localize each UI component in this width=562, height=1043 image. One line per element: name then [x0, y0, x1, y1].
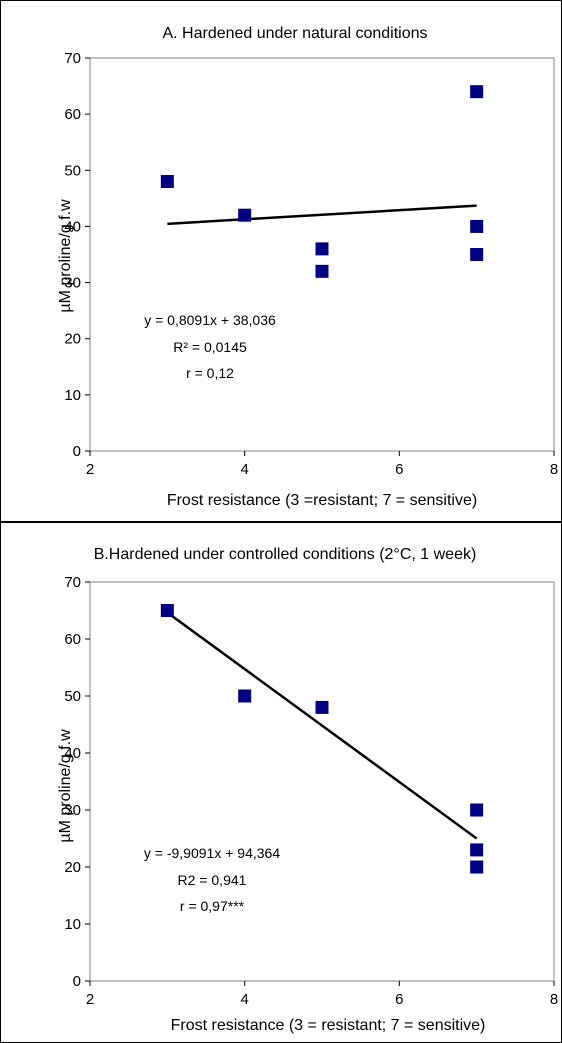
chart-panel-a: A. Hardened under natural conditions 0 10…: [0, 0, 562, 522]
chart-b-marks: [160, 604, 484, 874]
chart-a-x-tick-label: 6: [395, 461, 403, 478]
chart-a-x-ticks: 2 4 6 8: [86, 451, 558, 478]
chart-a-x-label: Frost resistance (3 =resistant; 7 = sens…: [167, 492, 477, 509]
chart-a-data-point: [470, 248, 484, 261]
chart-b-y-tick-label: 20: [64, 859, 81, 876]
chart-a-r-value: r = 0,12: [186, 365, 234, 381]
chart-b-x-tick-label: 6: [395, 991, 403, 1008]
chart-a-y-tick-label: 0: [73, 443, 81, 460]
chart-b-y-tick-label: 50: [64, 688, 81, 705]
chart-a-x-tick-label: 8: [550, 461, 558, 478]
chart-b-r-value: r = 0,97***: [180, 898, 245, 914]
chart-a-y-tick-label: 50: [64, 162, 81, 179]
chart-a-data-point: [470, 85, 484, 99]
chart-b-y-ticks: 0 10 20 30 40 50 60 70: [64, 574, 90, 990]
chart-a-x-tick-label: 2: [86, 461, 94, 478]
chart-a-y-tick-label: 70: [64, 50, 81, 67]
chart-b-plot-area: [89, 581, 555, 982]
chart-b-y-tick-label: 10: [64, 916, 81, 933]
chart-a-data-point: [315, 242, 329, 256]
chart-a-svg: A. Hardened under natural conditions 0 10…: [0, 0, 562, 522]
chart-a-marks: [160, 85, 484, 278]
chart-b-y-tick-label: 40: [64, 745, 81, 762]
chart-b-title: B.Hardened under controlled conditions (…: [94, 546, 477, 563]
chart-a-data-point: [238, 208, 252, 222]
chart-b-trendline: [166, 611, 478, 840]
chart-a-data-point: [160, 175, 174, 189]
chart-b-y-tick-label: 0: [73, 973, 81, 990]
chart-a-trendline: [167, 204, 477, 226]
panel-b-border: [0, 522, 562, 1043]
chart-b-data-point: [470, 803, 484, 817]
chart-b-y-tick-label: 30: [64, 802, 81, 819]
chart-b-r-squared: R2 = 0,941: [178, 872, 247, 888]
chart-b-y-tick-label: 60: [64, 631, 81, 648]
chart-b-data-point: [315, 700, 329, 714]
chart-a-y-tick-label: 30: [64, 275, 81, 292]
chart-a-data-point: [315, 264, 329, 278]
chart-b-y-tick-label: 70: [64, 574, 81, 591]
chart-a-y-label: µM proline/g f.w: [57, 199, 74, 313]
chart-b-equation: y = -9,9091x + 94,364: [144, 845, 280, 861]
chart-a-y-tick-label: 20: [64, 331, 81, 348]
chart-a-y-tick-label: 10: [64, 387, 81, 404]
chart-b-x-tick-label: 4: [240, 991, 248, 1008]
chart-a-y-ticks: 0 10 20 30 40 50 60 70: [64, 50, 90, 460]
chart-a-r-squared: R² = 0,0145: [173, 339, 247, 355]
chart-a-plot-area: [89, 57, 555, 452]
chart-b-data-point: [238, 689, 252, 703]
chart-a-equation: y = 0,8091x + 38,036: [144, 312, 276, 328]
chart-a-title: A. Hardened under natural conditions: [162, 25, 427, 42]
chart-b-x-tick-label: 2: [86, 991, 94, 1008]
chart-b-x-label: Frost resistance (3 = resistant; 7 = sen…: [171, 1017, 486, 1034]
chart-a-data-point: [470, 219, 484, 233]
chart-b-data-point: [160, 604, 174, 617]
chart-b-svg: B.Hardened under controlled conditions (…: [0, 522, 562, 1043]
chart-b-x-tick-label: 8: [550, 991, 558, 1008]
chart-a-y-tick-label: 60: [64, 106, 81, 123]
chart-b-y-label: µM proline/g f.w: [57, 729, 74, 843]
chart-b-data-point: [470, 860, 484, 874]
chart-a-x-tick-label: 4: [240, 461, 248, 478]
chart-a-y-tick-label: 40: [64, 218, 81, 235]
chart-panel-b: B.Hardened under controlled conditions (…: [0, 522, 562, 1043]
chart-b-x-ticks: 2 4 6 8: [86, 981, 558, 1008]
chart-b-data-point: [470, 843, 484, 857]
